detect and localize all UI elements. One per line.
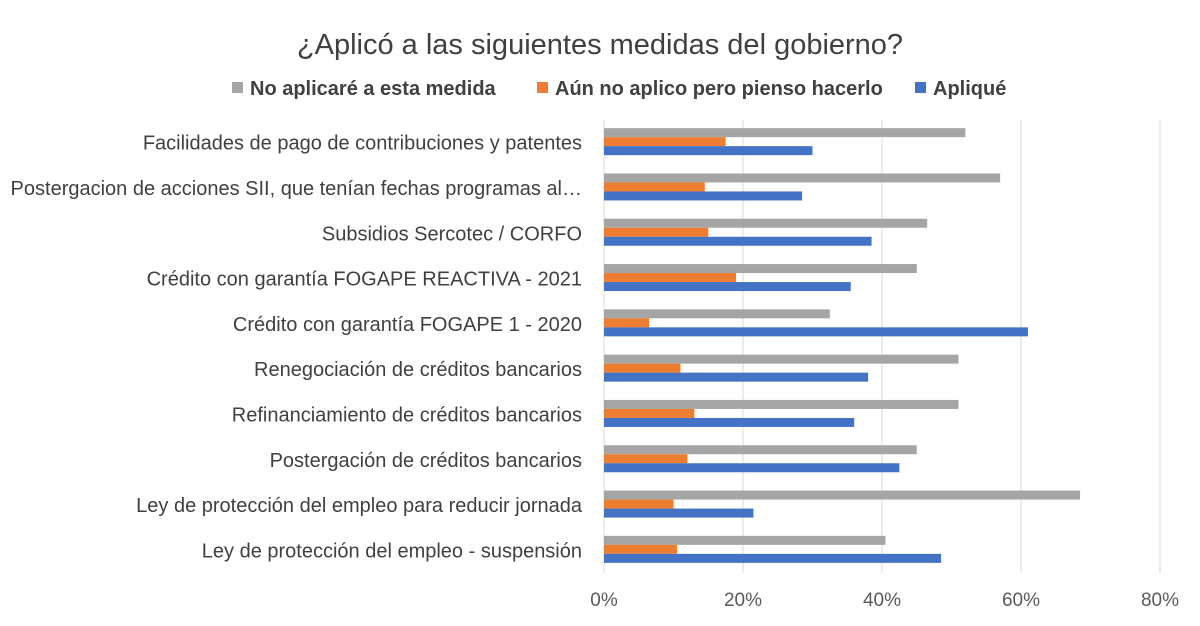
legend-item: Apliqué xyxy=(915,78,1006,100)
bar-no-aplicare xyxy=(604,445,917,455)
bar-aplique xyxy=(604,553,942,563)
category-label: Postergacion de acciones SII, que tenían… xyxy=(11,178,582,200)
bars xyxy=(604,128,1081,563)
bar-aun-no-aplico xyxy=(604,137,726,147)
bar-no-aplicare xyxy=(604,264,917,274)
bar-aplique xyxy=(604,417,855,427)
category-label: Ley de protección del empleo para reduci… xyxy=(136,495,583,517)
x-axis-tick-labels: 0% 20% 40% 60% 80% xyxy=(590,590,1179,611)
category-label: Facilidades de pago de contribuciones y … xyxy=(143,133,582,155)
bar-aun-no-aplico xyxy=(604,454,688,464)
category-label: Subsidios Sercotec / CORFO xyxy=(322,223,582,245)
bar-no-aplicare xyxy=(604,490,1081,500)
category-label: Ley de protección del empleo - suspensió… xyxy=(202,540,582,562)
bar-aun-no-aplico xyxy=(604,182,705,192)
legend-swatch xyxy=(537,82,548,93)
category-label: Refinanciamiento de créditos bancarios xyxy=(232,404,582,426)
bar-aplique xyxy=(604,191,803,201)
bar-aplique xyxy=(604,146,813,156)
bar-no-aplicare xyxy=(604,218,928,228)
category-labels: Facilidades de pago de contribuciones y … xyxy=(11,133,583,563)
bar-aplique xyxy=(604,463,900,473)
legend-label: No aplicaré a esta medida xyxy=(250,78,497,100)
bar-aplique xyxy=(604,236,872,246)
legend: No aplicaré a esta medida Aún no aplico p… xyxy=(232,78,1006,100)
x-tick-label: 40% xyxy=(863,590,901,611)
bar-no-aplicare xyxy=(604,309,830,319)
legend-item: Aún no aplico pero pienso hacerlo xyxy=(537,78,883,100)
x-tick-label: 60% xyxy=(1002,590,1040,611)
legend-label: Aún no aplico pero pienso hacerlo xyxy=(555,78,883,100)
category-label: Renegociación de créditos bancarios xyxy=(254,359,582,381)
category-label: Crédito con garantía FOGAPE 1 - 2020 xyxy=(233,314,582,336)
chart-title: ¿Aplicó a las siguientes medidas del gob… xyxy=(297,29,903,61)
x-tick-label: 0% xyxy=(590,590,618,611)
bar-aplique xyxy=(604,327,1028,337)
category-label: Postergación de créditos bancarios xyxy=(270,450,582,472)
bar-aun-no-aplico xyxy=(604,318,650,328)
bar-aun-no-aplico xyxy=(604,273,737,283)
bar-aun-no-aplico xyxy=(604,499,674,509)
bar-no-aplicare xyxy=(604,535,886,545)
bar-aplique xyxy=(604,282,851,292)
bar-no-aplicare xyxy=(604,128,966,138)
legend-item: No aplicaré a esta medida xyxy=(232,78,497,100)
bar-no-aplicare xyxy=(604,354,959,364)
bar-aun-no-aplico xyxy=(604,408,695,418)
bar-aplique xyxy=(604,372,869,382)
bar-no-aplicare xyxy=(604,399,959,409)
category-label: Crédito con garantía FOGAPE REACTIVA - 2… xyxy=(147,269,582,291)
legend-swatch xyxy=(232,82,243,93)
bar-aplique xyxy=(604,508,754,518)
bar-no-aplicare xyxy=(604,173,1001,183)
legend-swatch xyxy=(915,82,926,93)
legend-label: Apliqué xyxy=(933,78,1006,100)
x-tick-label: 20% xyxy=(724,590,762,611)
bar-aun-no-aplico xyxy=(604,544,677,554)
bar-aun-no-aplico xyxy=(604,363,681,373)
x-tick-label: 80% xyxy=(1141,590,1179,611)
bar-aun-no-aplico xyxy=(604,227,709,237)
